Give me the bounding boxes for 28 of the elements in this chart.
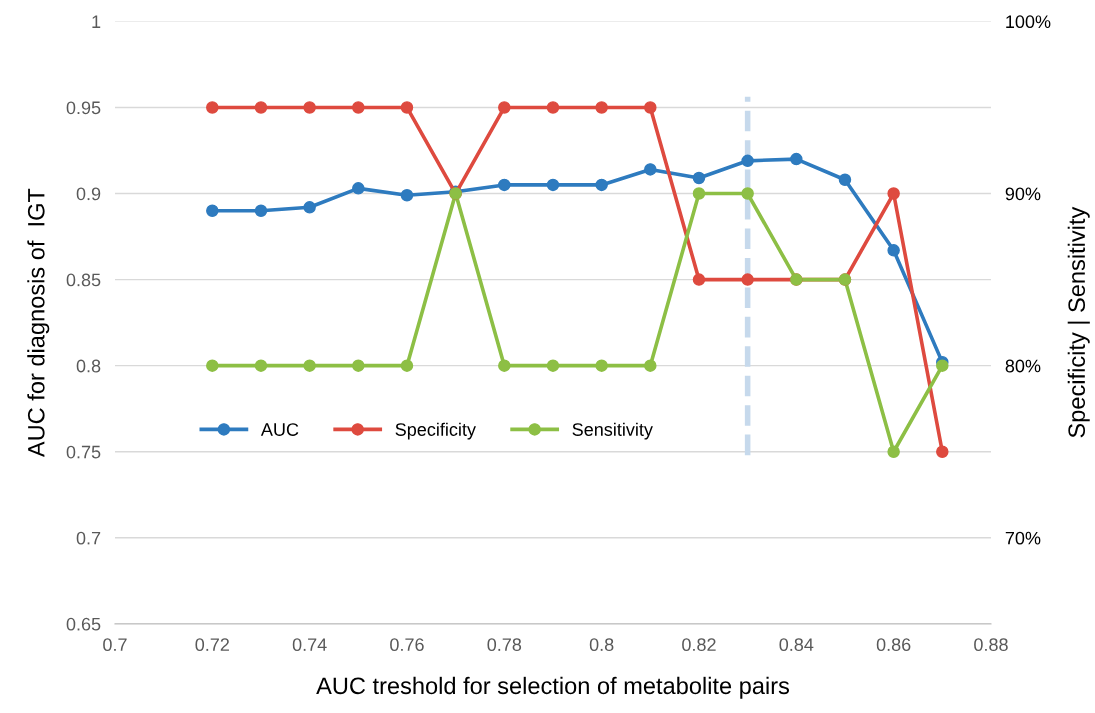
x-tick-label: 0.76 [390,638,424,652]
legend-label: Sensitivity [572,422,653,440]
y2-tick-label: 100% [1006,15,1051,29]
legend-label: AUC [260,423,299,436]
x-tick-label: 0.88 [974,638,1008,652]
x-axis-title: AUC treshold for selection of metabolite pairs [316,676,790,699]
y2-tick-label: 80% [1005,359,1041,373]
x-tick-label: 0.82 [682,638,716,652]
x-tick-label: 0.7 [103,638,127,652]
y2-axis-title: Specificity | Sensitivity [1067,206,1090,438]
y-tick-label: 0.75 [66,445,101,459]
y-tick-label: 0.8 [76,359,101,373]
y-tick-label: 0.85 [66,273,101,287]
x-tick-label: 0.74 [292,638,327,652]
y2-tick-label: 90% [1005,187,1041,201]
y-tick-label: 0.9 [76,187,101,201]
x-tick-label: 0.72 [195,638,229,652]
x-tick-label: 0.8 [589,638,614,652]
x-tick-label: 0.84 [779,638,814,652]
y-tick-label: 0.7 [76,531,101,545]
x-tick-label: 0.86 [876,638,911,652]
y2-tick-label: 70% [1005,531,1041,545]
y-tick-label: 0.65 [66,617,101,631]
y-axis-title: AUC for diagnosis of IGT [27,188,50,458]
legend-label: Specificity [395,422,476,440]
y-tick-label: 0.95 [66,101,101,115]
y-tick-label: 1 [92,15,101,28]
x-tick-label: 0.78 [487,638,522,652]
